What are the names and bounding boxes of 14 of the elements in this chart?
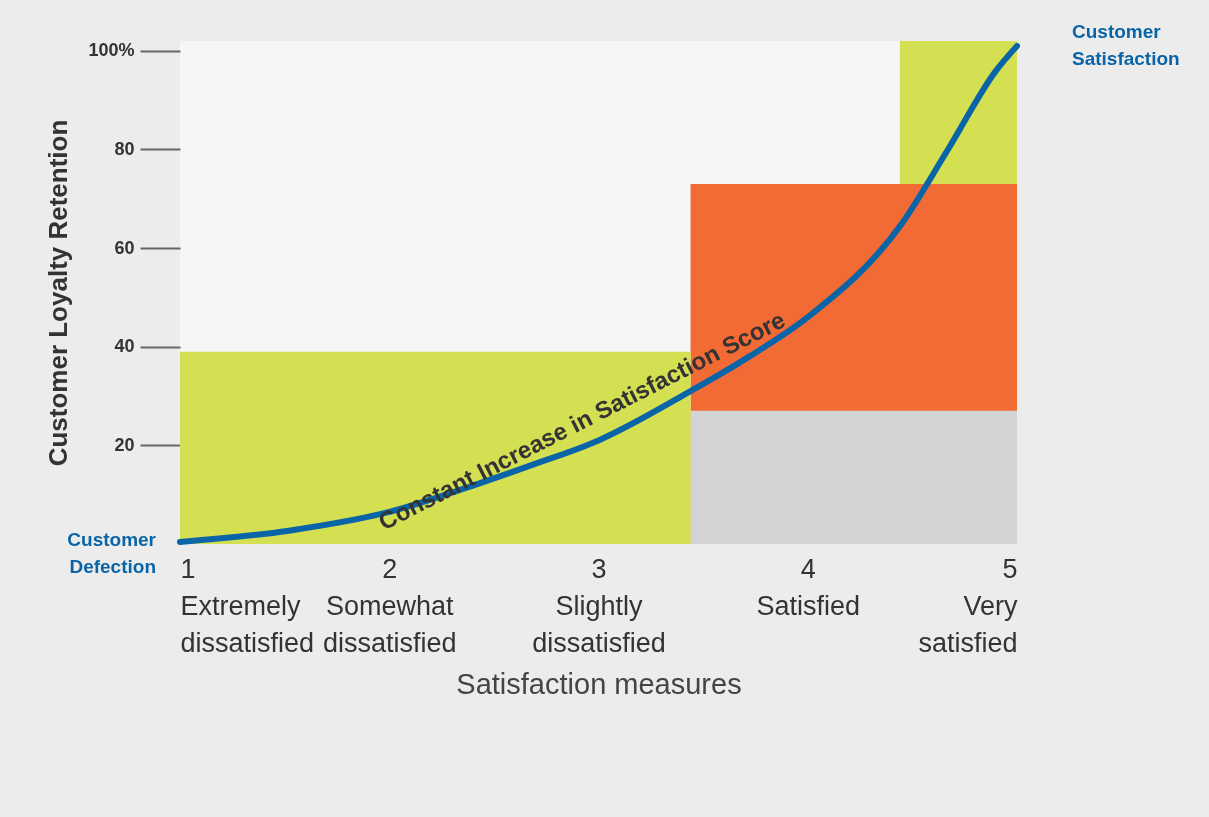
x-tick-label: 2 Somewhat dissatisfied (322, 553, 457, 658)
y-tick-label: 80 (114, 138, 135, 159)
x-tick-label: 3 Slightly dissatisfied (532, 553, 666, 658)
y-tick-label: 100% (88, 40, 135, 61)
y-tick-label: 20 (114, 434, 135, 455)
y-tick-label: 60 (114, 237, 135, 258)
x-tick-label: 5 Very satisfied (918, 553, 1018, 658)
x-tick-label: 1 Extremely dissatisfied (180, 553, 315, 658)
annotation: Customer Defection (67, 529, 157, 578)
x-tick-label: 4 Satisfied (756, 553, 861, 621)
y-axis-title: Customer Loyalty Retention (43, 119, 74, 467)
y-tick-label: 40 (114, 336, 135, 357)
x-axis-title: Satisfaction measures (456, 667, 742, 700)
annotation: Customer Satisfaction (1072, 20, 1180, 69)
